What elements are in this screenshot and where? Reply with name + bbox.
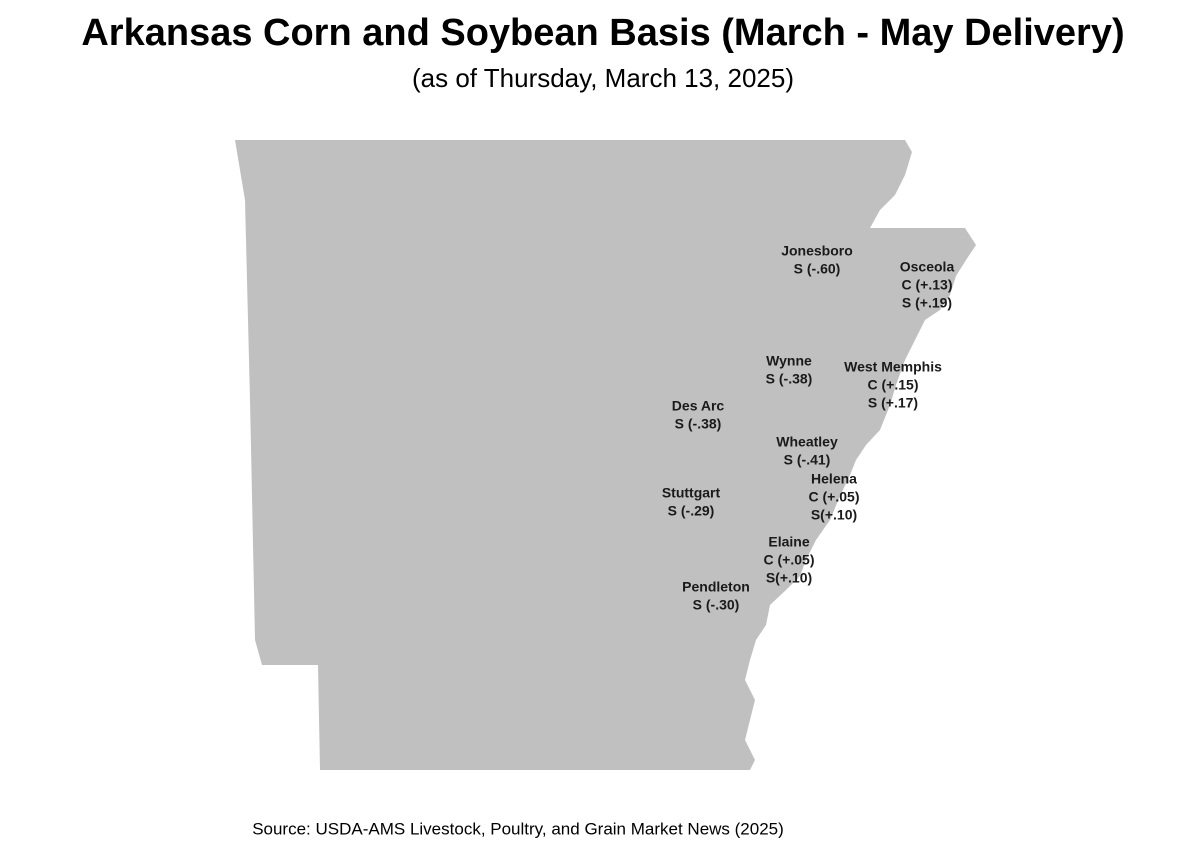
source: Source: USDA-AMS Livestock, Poultry, and… (252, 819, 784, 838)
state-shape (235, 140, 976, 770)
basis-label: S(+.10) (766, 570, 812, 586)
location-name: West Memphis (844, 359, 942, 375)
location-name: Wheatley (776, 434, 838, 450)
basis-label: S (-.60) (794, 261, 841, 277)
location-name: Jonesboro (781, 243, 853, 259)
basis-label: C (+.13) (902, 277, 953, 293)
location-name: Helena (811, 471, 857, 487)
location-name: Elaine (768, 534, 809, 550)
basis-label: S (-.30) (693, 597, 740, 613)
basis-label: C (+.15) (868, 377, 919, 393)
subtitle: (as of Thursday, March 13, 2025) (412, 63, 794, 93)
basis-label: S (+.17) (868, 395, 918, 411)
basis-label: S (+.19) (902, 295, 952, 311)
location-name: Stuttgart (662, 485, 721, 501)
basis-label: S (-.29) (668, 503, 715, 519)
basis-label: S (-.38) (766, 371, 813, 387)
basis-label: S(+.10) (811, 507, 857, 523)
basis-label: C (+.05) (809, 489, 860, 505)
title: Arkansas Corn and Soybean Basis (March -… (81, 12, 1124, 54)
basis-label: S (-.41) (784, 452, 831, 468)
location-name: Wynne (766, 353, 812, 369)
location-name: Pendleton (682, 579, 750, 595)
location-name: Des Arc (672, 398, 725, 414)
basis-label: S (-.38) (675, 416, 722, 432)
location-name: Osceola (900, 259, 955, 275)
basis-label: C (+.05) (764, 552, 815, 568)
